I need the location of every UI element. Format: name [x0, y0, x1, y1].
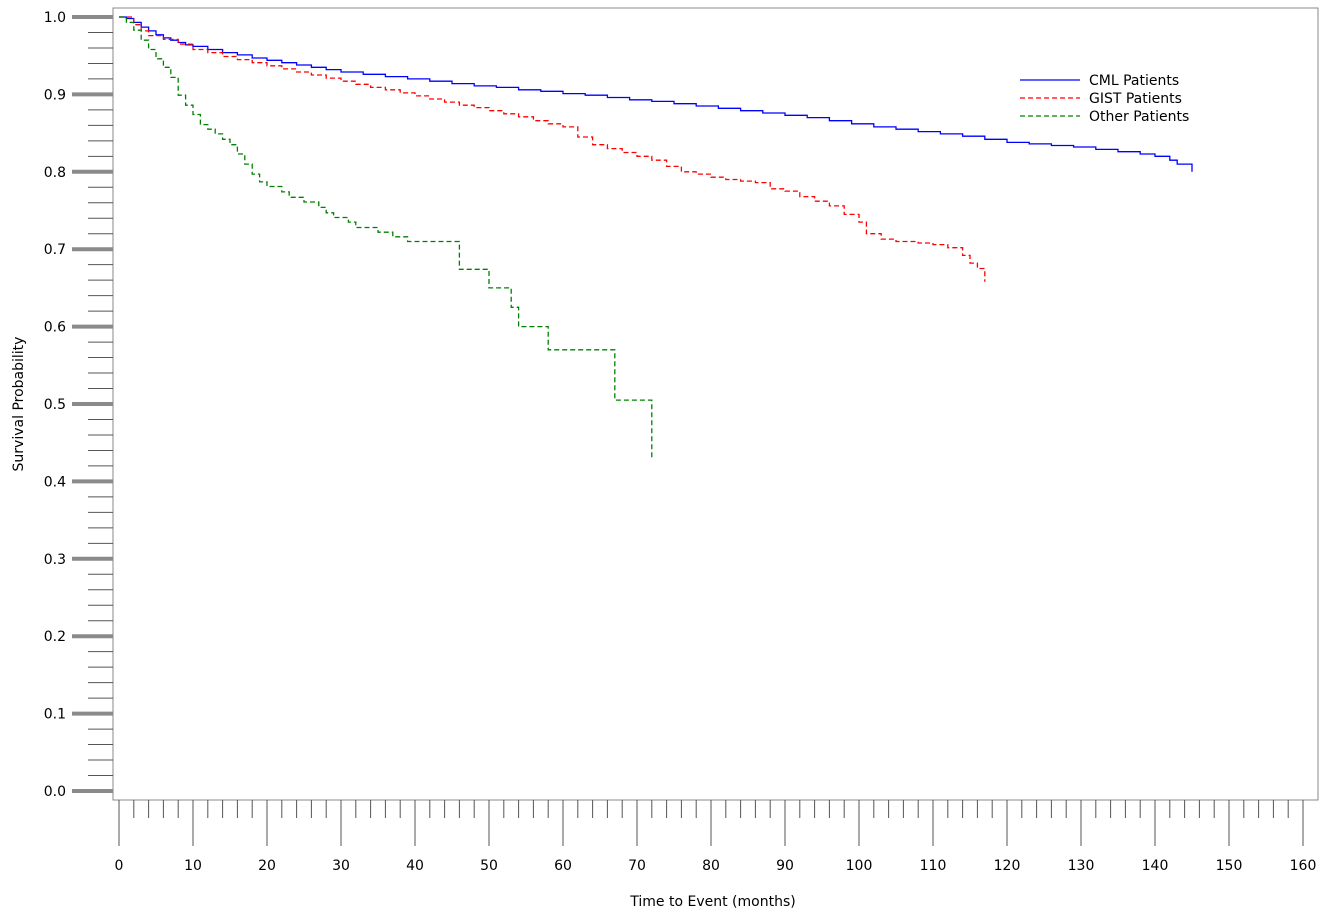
y-tick-label: 0.0 — [44, 784, 66, 800]
y-tick-label: 0.5 — [44, 397, 66, 413]
x-tick-label: 30 — [332, 858, 350, 874]
x-tick-label: 100 — [846, 858, 873, 874]
x-tick-label: 160 — [1290, 858, 1317, 874]
series-line-3 — [119, 16, 653, 459]
y-tick-label: 0.7 — [44, 242, 66, 258]
legend-label: CML Patients — [1089, 73, 1179, 89]
y-axis-title: Survival Probability — [11, 337, 27, 472]
legend-label: Other Patients — [1089, 109, 1189, 125]
y-tick-label: 0.6 — [44, 320, 66, 336]
series-line-2 — [119, 16, 986, 282]
x-tick-label: 110 — [920, 858, 947, 874]
x-tick-label: 60 — [554, 858, 572, 874]
legend-label: GIST Patients — [1089, 91, 1182, 107]
y-tick-label: 0.4 — [44, 474, 66, 490]
y-tick-label: 1.0 — [44, 10, 66, 26]
y-tick-label: 0.8 — [44, 165, 66, 181]
y-tick-label: 0.2 — [44, 629, 66, 645]
x-tick-label: 40 — [406, 858, 424, 874]
x-tick-label: 20 — [258, 858, 276, 874]
y-axis-ticks: 0.0 0.1 0.2 0.3 0.4 0.5 0.6 0.7 0.8 0.9 1.0 — [44, 10, 113, 800]
y-tick-label: 0.9 — [44, 87, 66, 103]
x-tick-label: 70 — [628, 858, 646, 874]
x-axis-title: Time to Event (months) — [629, 894, 795, 909]
y-tick-label: 0.1 — [44, 707, 66, 723]
legend: CML Patients GIST Patients Other Patients — [1020, 73, 1189, 125]
x-tick-label: 150 — [1216, 858, 1243, 874]
x-axis-ticks: 0 10 20 30 40 50 60 70 80 90 100 110 120 130 140 150 160 — [115, 800, 1317, 874]
x-tick-label: 130 — [1068, 858, 1095, 874]
series-line-1 — [119, 16, 1193, 172]
y-tick-label: 0.3 — [44, 552, 66, 568]
x-tick-label: 90 — [776, 858, 794, 874]
x-tick-label: 0 — [115, 858, 124, 874]
x-tick-label: 50 — [480, 858, 498, 874]
x-tick-label: 120 — [994, 858, 1021, 874]
x-tick-label: 140 — [1142, 858, 1169, 874]
series-lines — [119, 16, 1193, 459]
x-tick-label: 10 — [184, 858, 202, 874]
x-tick-label: 80 — [702, 858, 720, 874]
